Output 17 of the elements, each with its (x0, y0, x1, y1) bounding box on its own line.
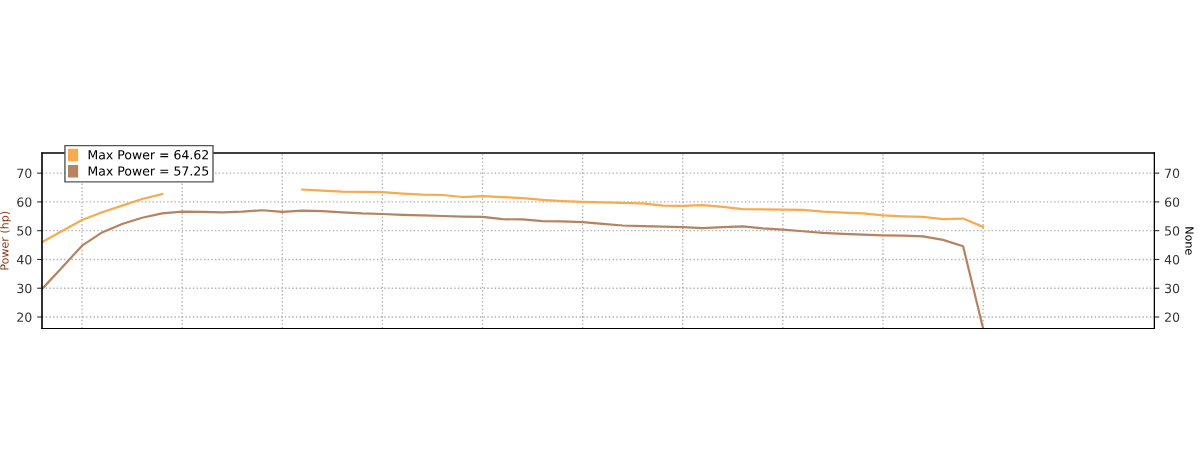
y-tick-label: 50 (17, 226, 32, 236)
y2-tick-label: 60 (1165, 197, 1180, 207)
y-tick-label: 20 (17, 312, 32, 322)
y-axis-title: Power (hp) (0, 211, 11, 270)
y2-tick-label: 20 (1165, 312, 1180, 322)
y-tick-label: 40 (16, 254, 32, 265)
y-tick-label: 60 (17, 197, 32, 207)
y2-tick-label: 30 (1165, 283, 1180, 294)
y2-tick-label: 50 (1165, 226, 1180, 236)
y-tick-label: 30 (17, 283, 32, 294)
line-series (42, 209, 985, 329)
y2-tick-label: 70 (1165, 168, 1180, 179)
y2-tick-label: 40 (1164, 254, 1180, 265)
y-tick-label: 70 (17, 168, 32, 179)
legend-label: Max Power = 64.62 (88, 150, 208, 160)
legend-label: Max Power = 57.25 (88, 166, 209, 176)
y2-axis-title: None (1185, 227, 1194, 255)
